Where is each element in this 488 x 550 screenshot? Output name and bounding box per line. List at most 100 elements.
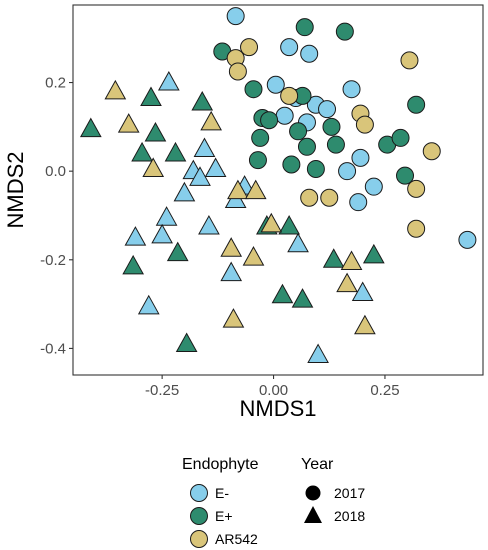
x-tick-label: 0.00 <box>259 382 288 399</box>
y-axis-ticks: -0.4 -0.2 0.0 0.2 <box>40 75 73 357</box>
data-point <box>320 188 339 207</box>
data-point <box>164 141 187 162</box>
data-point <box>260 212 283 233</box>
data-point <box>228 62 247 81</box>
data-point <box>275 106 294 125</box>
data-point <box>289 122 308 141</box>
data-point <box>407 219 426 238</box>
legend-2018-label: 2018 <box>334 508 365 524</box>
data-point <box>189 166 211 186</box>
data-point <box>362 243 385 264</box>
data-point <box>364 177 383 196</box>
x-tick-label: 0.25 <box>370 382 399 399</box>
data-point <box>251 128 270 147</box>
data-point <box>155 206 178 226</box>
data-point <box>200 110 223 131</box>
x-tick-label: -0.25 <box>145 382 179 399</box>
data-point <box>280 86 299 105</box>
data-point <box>458 230 477 249</box>
data-point <box>407 179 426 198</box>
legend-ar542-label: AR542 <box>215 531 258 547</box>
data-point <box>336 272 358 293</box>
data-point <box>151 223 173 244</box>
data-point <box>318 100 337 119</box>
data-point <box>300 44 319 63</box>
data-point <box>340 250 363 271</box>
legend-ar542-swatch <box>190 530 208 548</box>
data-point <box>227 179 249 200</box>
legend-e-plus-swatch <box>190 507 208 525</box>
data-point <box>248 151 267 170</box>
data-point <box>280 38 299 57</box>
data-point <box>242 246 265 266</box>
data-point <box>122 254 145 275</box>
data-point <box>157 71 180 91</box>
data-point <box>282 155 301 174</box>
legend-2018-swatch <box>304 506 322 523</box>
data-point <box>140 86 162 107</box>
data-point <box>354 314 376 335</box>
points-layer <box>79 7 477 364</box>
data-point <box>322 117 341 136</box>
data-point <box>137 294 160 315</box>
data-point <box>173 181 196 202</box>
data-point <box>407 95 426 114</box>
legend-e-minus-swatch <box>190 484 208 502</box>
data-point <box>204 157 227 177</box>
data-point <box>396 166 415 185</box>
data-point <box>278 215 300 235</box>
data-point <box>355 115 374 134</box>
legend-e-minus-label: E- <box>215 485 229 501</box>
data-point <box>131 141 153 162</box>
data-point <box>422 142 441 161</box>
legend-endophyte-title: Endophyte <box>182 456 259 473</box>
data-point <box>349 193 368 212</box>
data-point <box>391 128 410 147</box>
legend-2017-swatch <box>305 485 321 501</box>
data-point <box>244 80 263 99</box>
data-point <box>266 75 285 94</box>
data-point <box>144 121 167 142</box>
legend-year-title: Year <box>301 456 334 473</box>
data-point <box>244 179 267 200</box>
x-axis-ticks: -0.25 0.00 0.25 <box>145 375 400 399</box>
data-point <box>124 226 147 246</box>
y-tick-label: 0.0 <box>45 163 66 180</box>
data-point <box>166 241 189 262</box>
data-point <box>338 162 357 181</box>
data-point <box>287 232 309 253</box>
data-point <box>191 90 214 111</box>
data-point <box>326 135 345 154</box>
data-point <box>198 215 220 235</box>
data-point <box>351 281 374 302</box>
data-point <box>79 117 102 138</box>
data-point <box>220 237 243 257</box>
legend-year: Year 2017 2018 <box>301 456 365 524</box>
data-point <box>222 308 245 328</box>
data-point <box>306 159 325 178</box>
data-point <box>271 283 294 304</box>
data-point <box>300 188 319 207</box>
data-point <box>335 22 354 41</box>
data-point <box>295 18 314 37</box>
data-point <box>142 157 165 177</box>
data-point <box>297 137 316 156</box>
legend-endophyte: Endophyte E- E+ AR542 <box>182 456 259 548</box>
data-point <box>226 7 245 26</box>
y-axis-title: NMDS2 <box>3 151 28 228</box>
legend-2017-label: 2017 <box>334 485 365 501</box>
data-point <box>400 51 419 70</box>
data-point <box>260 111 279 130</box>
legend-e-plus-label: E+ <box>215 508 233 524</box>
data-point <box>104 79 127 100</box>
data-point <box>307 343 329 364</box>
data-point <box>351 148 370 167</box>
data-point <box>291 288 314 308</box>
x-axis-title: NMDS1 <box>239 396 316 421</box>
data-point <box>117 113 140 133</box>
data-point <box>342 80 361 99</box>
y-tick-label: 0.2 <box>45 75 66 92</box>
data-point <box>240 38 259 57</box>
y-tick-label: -0.2 <box>40 252 66 269</box>
